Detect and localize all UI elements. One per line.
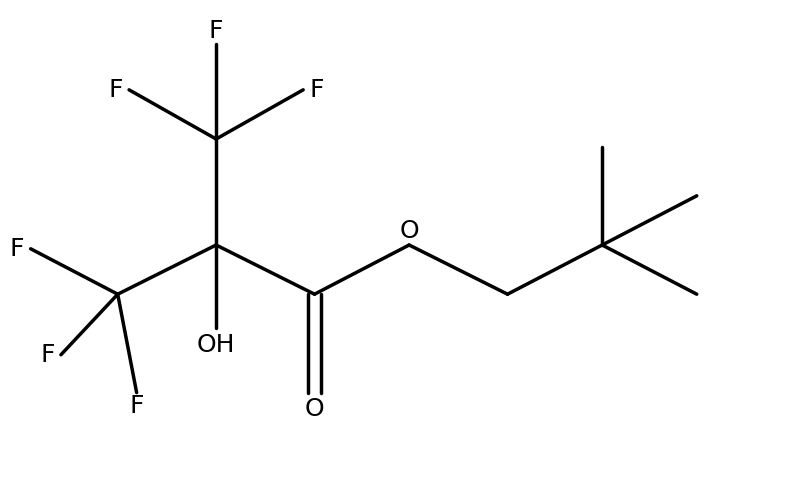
- Text: F: F: [40, 343, 54, 367]
- Text: F: F: [108, 78, 123, 102]
- Text: OH: OH: [197, 333, 236, 357]
- Text: F: F: [9, 237, 24, 261]
- Text: O: O: [305, 397, 325, 421]
- Text: F: F: [310, 78, 324, 102]
- Text: F: F: [209, 19, 223, 43]
- Text: F: F: [129, 394, 144, 418]
- Text: O: O: [400, 220, 419, 244]
